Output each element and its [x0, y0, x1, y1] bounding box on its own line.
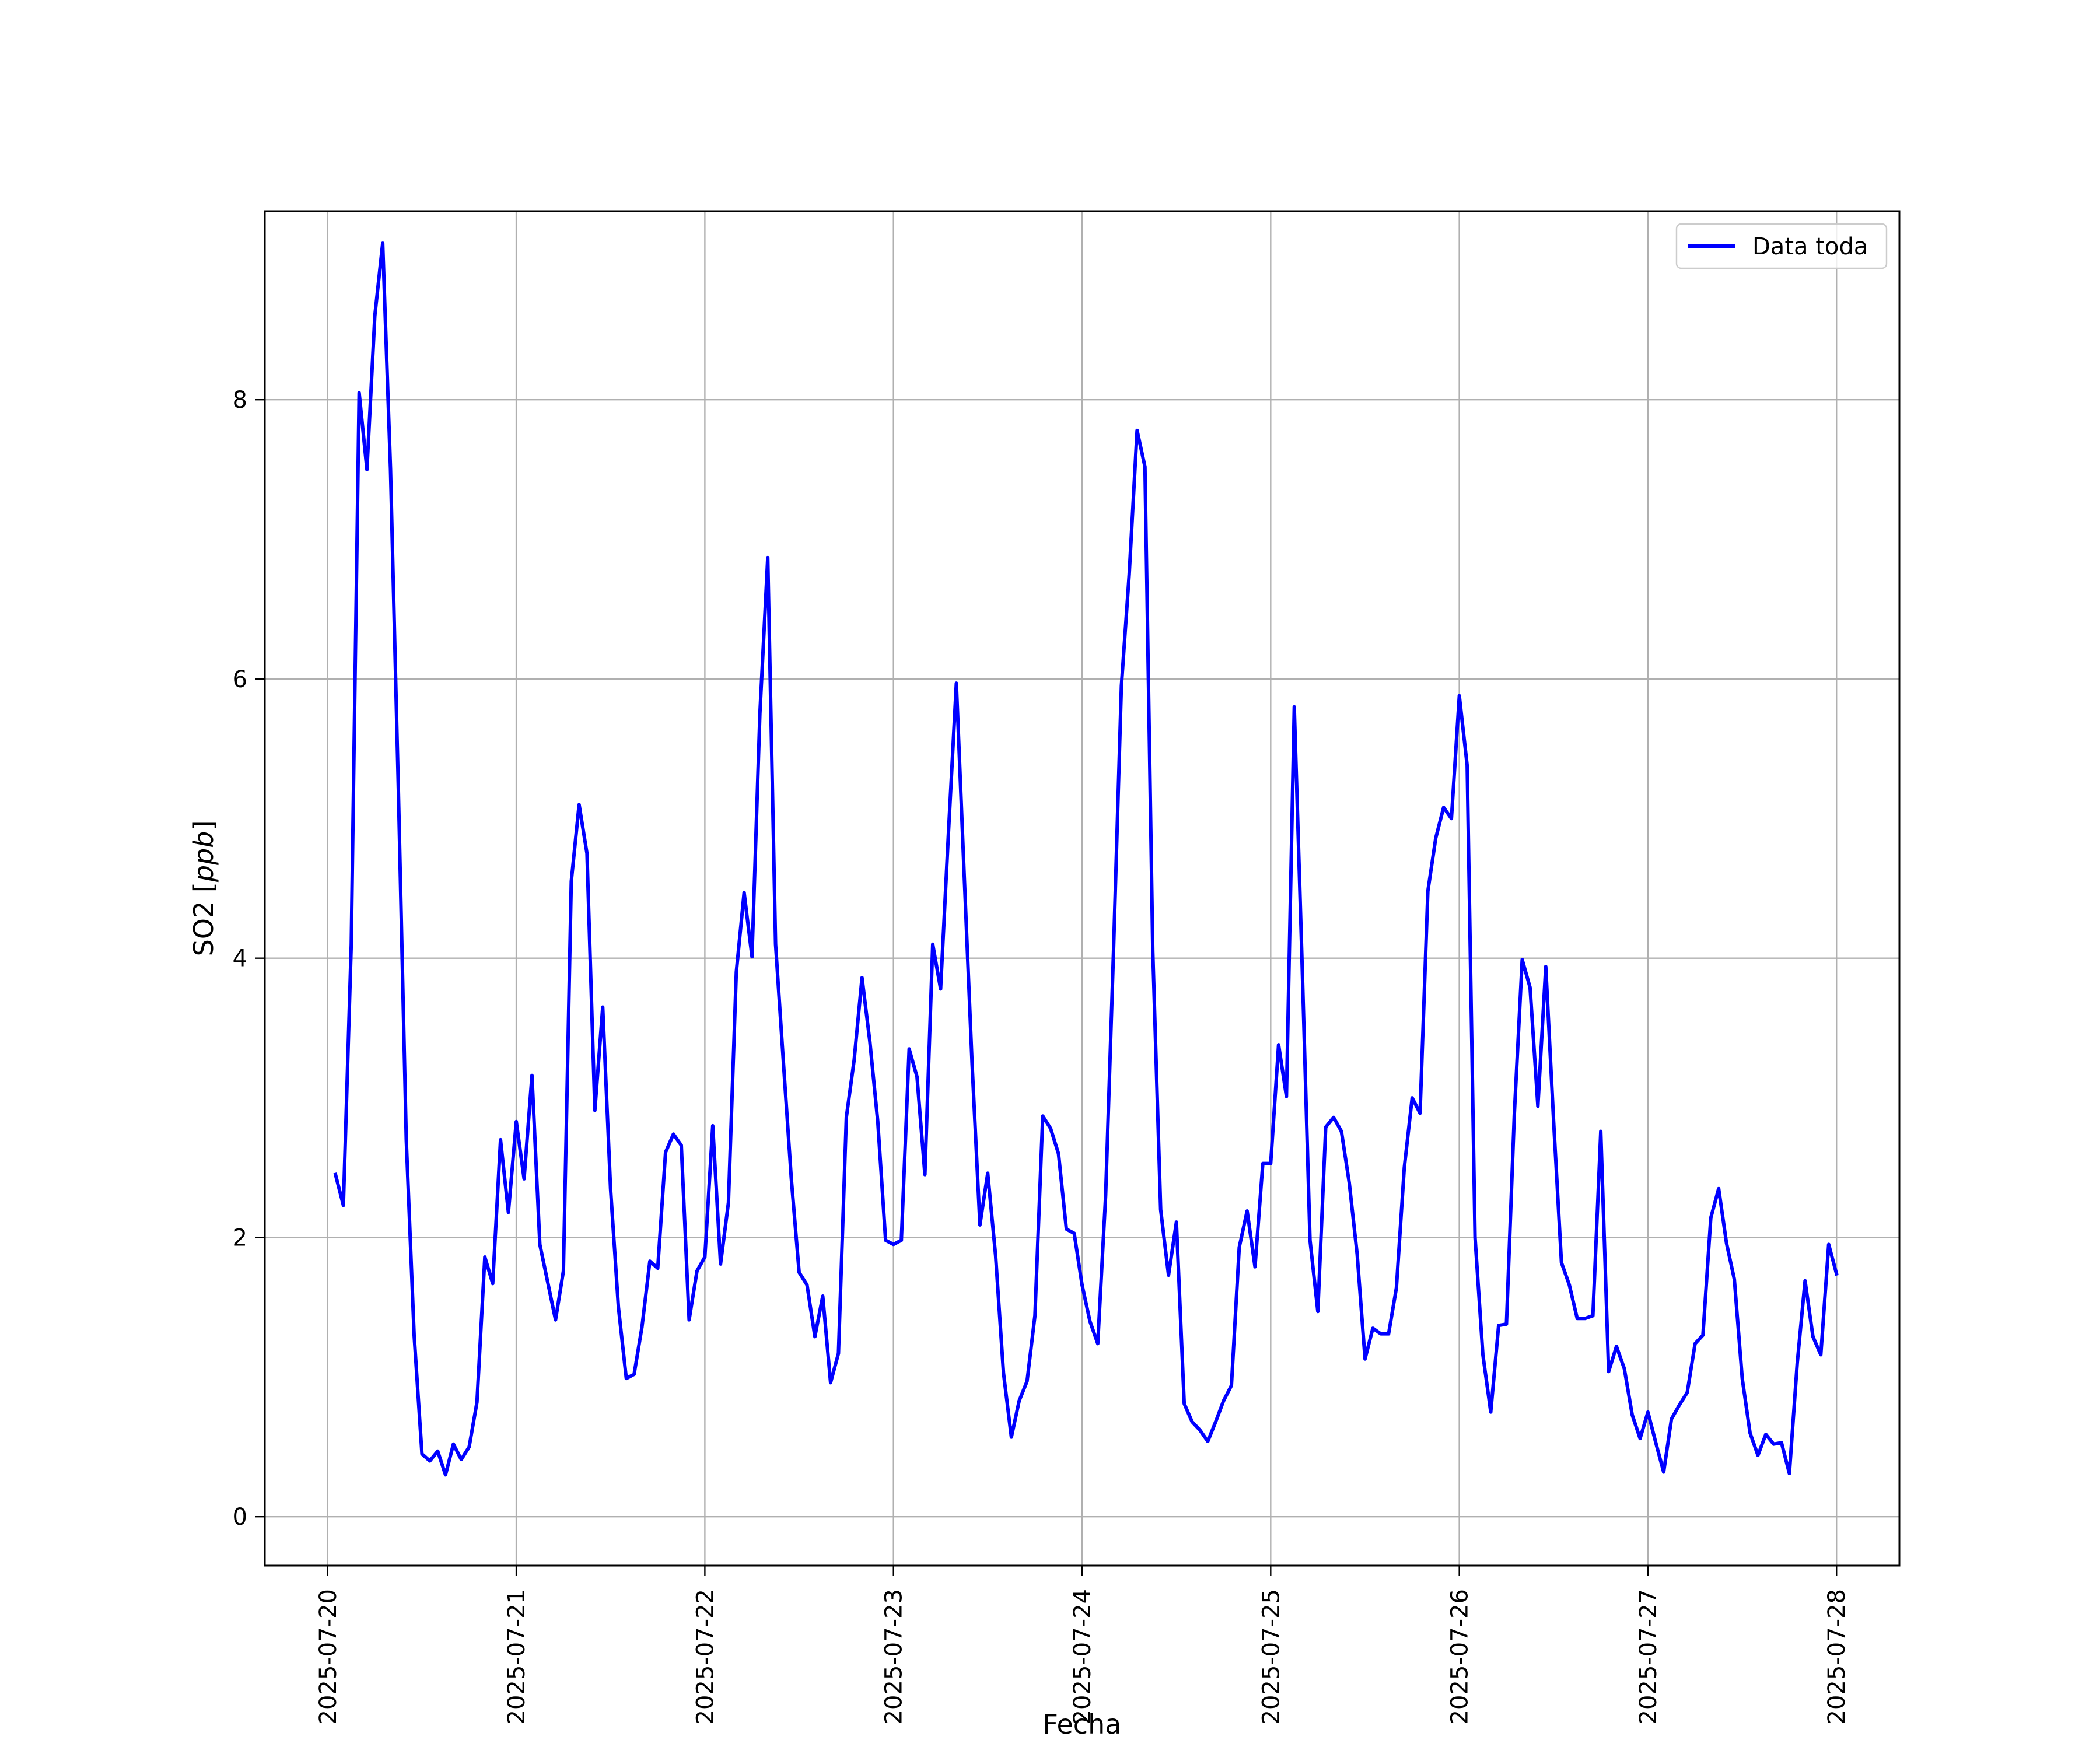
y-tick-label: 4 — [233, 946, 247, 972]
x-tick-label: 2025-07-20 — [315, 1589, 342, 1724]
x-tick-label: 2025-07-24 — [1069, 1589, 1096, 1724]
legend: Data toda — [1675, 223, 1888, 270]
x-tick-label: 2025-07-28 — [1824, 1589, 1850, 1724]
legend-entry: Data toda — [1752, 233, 1868, 260]
y-axis-label: SO2 [ppb] — [188, 821, 219, 957]
grid — [265, 211, 1899, 1566]
x-tick-label: 2025-07-21 — [503, 1589, 530, 1724]
y-tick-label: 2 — [233, 1224, 247, 1251]
y-tick-label: 6 — [233, 666, 247, 693]
y-tick-label: 0 — [233, 1504, 247, 1531]
x-tick-label: 2025-07-26 — [1447, 1589, 1474, 1724]
x-tick-label: 2025-07-22 — [692, 1589, 719, 1724]
x-axis-label: Fecha — [1043, 1709, 1122, 1740]
series-layer — [333, 242, 1839, 1477]
x-tick-label: 2025-07-25 — [1258, 1589, 1284, 1724]
series-line — [333, 242, 1839, 1477]
legend-box — [1675, 223, 1888, 270]
ticks: 2025-07-20 2025-07-21 2025-07-22 2025-07-23… — [233, 387, 1851, 1724]
axis-labels: Fecha SO2 [ppb] — [188, 821, 1121, 1740]
x-tick-label: 2025-07-27 — [1635, 1589, 1662, 1724]
x-tick-label: 2025-07-23 — [881, 1589, 908, 1724]
y-tick-label: 8 — [233, 387, 247, 414]
